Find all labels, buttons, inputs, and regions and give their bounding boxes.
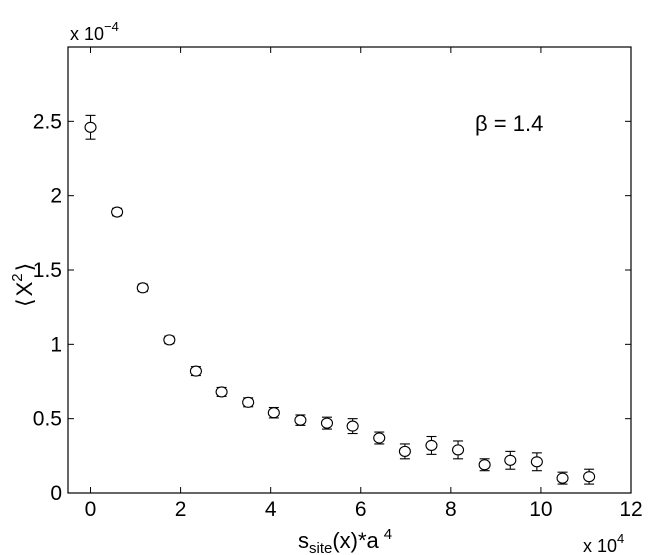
circle-marker (425, 439, 438, 451)
axis-ticks: 0 2 4 6 8 10 12 0 0.5 1 1.5 2 2.5 (33, 47, 643, 521)
data-point (478, 458, 491, 472)
data-point (346, 418, 359, 435)
x-tick-label: 12 (619, 498, 642, 521)
y-axis-label: ⟨X2⟩ (9, 263, 37, 307)
data-point (504, 450, 517, 470)
circle-marker (478, 459, 491, 471)
y-tick-label: 2.5 (33, 110, 62, 133)
x-tick-label: 2 (175, 498, 187, 521)
data-point (111, 206, 124, 218)
circle-marker (84, 121, 97, 133)
circle-marker (294, 414, 307, 426)
circle-marker (242, 396, 255, 408)
circle-marker (215, 386, 228, 398)
data-point (163, 334, 176, 346)
data-point (398, 443, 411, 460)
data-point (583, 468, 596, 485)
circle-marker (451, 444, 465, 456)
y-tick-label: 1 (50, 333, 62, 356)
circle-marker (163, 334, 176, 346)
data-point (215, 386, 228, 398)
circle-marker (136, 282, 149, 294)
circle-marker (583, 471, 596, 483)
circle-marker (111, 206, 124, 218)
data-points (84, 114, 596, 485)
data-point (451, 440, 465, 460)
y-tick-label: 0.5 (33, 408, 62, 431)
x-tick-label: 0 (85, 498, 97, 521)
circle-marker (504, 454, 517, 466)
data-point (136, 282, 149, 294)
x-axis-label-superscript: 4 (384, 526, 392, 543)
data-point (373, 431, 386, 445)
x-tick-label: 10 (529, 498, 552, 521)
x-tick-label: 8 (445, 498, 457, 521)
y-exponent-label: x 10−4 (70, 19, 119, 44)
data-point (425, 435, 438, 455)
circle-marker (346, 420, 359, 432)
data-point (242, 396, 255, 408)
circle-marker (530, 456, 543, 468)
y-exponent-power: −4 (104, 19, 119, 34)
y-tick-label: 1.5 (33, 259, 62, 282)
data-point (267, 406, 280, 419)
y-tick-label: 0 (50, 482, 62, 505)
x-axis-label: ssite(x)*a 4 (298, 526, 392, 555)
x-tick-label: 4 (265, 498, 277, 521)
x-tick-label: 6 (355, 498, 367, 521)
x-exponent-power: 4 (617, 531, 624, 546)
data-point (294, 414, 307, 426)
y-axis-label-superscript: 2 (9, 273, 26, 281)
circle-marker (556, 472, 569, 484)
x-axis-label-subscript: site (309, 540, 332, 555)
data-point (530, 452, 543, 472)
data-point (84, 114, 97, 140)
circle-marker (320, 417, 334, 429)
circle-marker (189, 365, 202, 377)
circle-marker (398, 445, 411, 457)
y-tick-label: 2 (50, 185, 62, 208)
x-exponent-label: x 104 (583, 531, 624, 555)
circle-marker (373, 432, 386, 444)
data-point (189, 365, 202, 377)
beta-annotation: β = 1.4 (475, 111, 543, 136)
data-point (556, 471, 569, 485)
circle-marker (267, 407, 280, 419)
data-point (320, 416, 334, 430)
